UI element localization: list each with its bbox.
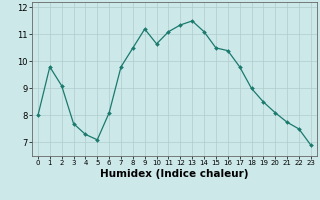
X-axis label: Humidex (Indice chaleur): Humidex (Indice chaleur) [100, 169, 249, 179]
